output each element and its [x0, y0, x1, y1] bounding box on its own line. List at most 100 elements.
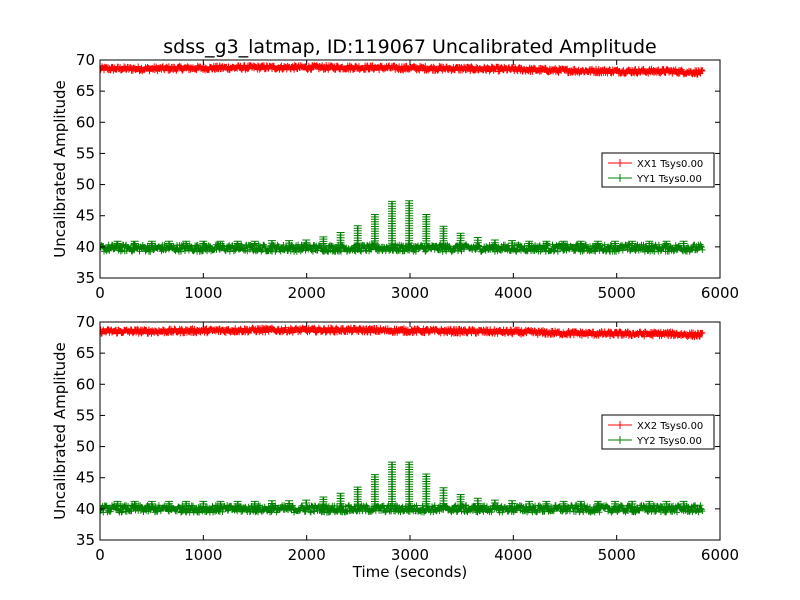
peak	[233, 500, 242, 510]
legend-label: XX2 Tsys0.00	[637, 421, 703, 432]
y-tick-label: 65	[76, 82, 95, 100]
y-axis-label: Uncalibrated Amplitude	[51, 342, 69, 519]
peak	[130, 500, 139, 510]
peak	[559, 500, 568, 510]
peak	[182, 240, 191, 249]
y-tick-label: 65	[76, 344, 95, 362]
peak	[508, 500, 517, 510]
peak	[679, 240, 688, 249]
peak	[405, 461, 414, 510]
peak	[113, 500, 122, 510]
peak	[576, 500, 585, 510]
peak	[405, 200, 414, 249]
peak	[302, 499, 311, 510]
y-tick-label: 70	[76, 313, 95, 331]
peak	[319, 236, 328, 249]
peak	[336, 492, 345, 510]
peak	[525, 500, 534, 510]
peak	[250, 240, 259, 249]
peak	[645, 500, 654, 510]
peak	[130, 240, 139, 249]
y-tick-label: 55	[76, 144, 95, 162]
peak	[456, 494, 465, 510]
y-axis-label: Uncalibrated Amplitude	[51, 80, 69, 257]
peak	[542, 240, 551, 249]
peak	[525, 240, 534, 249]
peak	[147, 240, 156, 249]
legend: XX2 Tsys0.00 YY2 Tsys0.00	[601, 414, 715, 450]
peak	[250, 500, 259, 510]
peak	[559, 240, 568, 249]
x-tick-label: 5000	[598, 546, 636, 564]
peak	[319, 496, 328, 510]
plot-area	[100, 62, 706, 255]
legend-label: YY1 Tsys0.00	[636, 174, 702, 185]
y-tick-label: 70	[76, 51, 95, 69]
series-1	[100, 324, 706, 341]
peak	[576, 240, 585, 249]
x-tick-label: 1000	[184, 284, 222, 302]
legend-entry: YY1 Tsys0.00	[608, 174, 702, 185]
peak	[370, 474, 379, 510]
peak	[456, 232, 465, 249]
series-1	[100, 62, 706, 78]
peak	[473, 237, 482, 249]
peak	[593, 240, 602, 249]
peak	[233, 240, 242, 249]
x-tick-label: 4000	[494, 546, 532, 564]
x-tick-label: 4000	[494, 284, 532, 302]
peak	[611, 500, 619, 510]
peak	[113, 240, 122, 249]
peak	[490, 239, 499, 249]
x-tick-label: 0	[95, 546, 105, 564]
y-tick-label: 45	[76, 469, 95, 487]
peak	[473, 497, 482, 510]
peak	[353, 225, 362, 249]
legend-label: XX1 Tsys0.00	[637, 159, 703, 170]
y-tick-label: 40	[76, 500, 95, 518]
peak	[216, 240, 225, 249]
peak	[199, 240, 208, 249]
peak	[182, 500, 191, 510]
x-tick-label: 2000	[288, 284, 326, 302]
peak	[285, 240, 294, 249]
y-tick-label: 35	[76, 531, 95, 549]
y-tick-label: 60	[76, 113, 95, 131]
peak	[165, 500, 173, 510]
peak	[662, 500, 671, 510]
peak	[439, 487, 448, 510]
y-tick-label: 60	[76, 375, 95, 393]
peak	[388, 461, 396, 510]
peak	[285, 500, 294, 510]
x-tick-label: 2000	[288, 546, 326, 564]
x-tick-label: 0	[95, 284, 105, 302]
series-markers	[100, 62, 706, 78]
peak	[267, 240, 276, 249]
peak	[422, 214, 431, 249]
peak	[302, 239, 311, 249]
peak	[679, 500, 688, 510]
series-markers	[100, 324, 706, 341]
series-2	[100, 461, 706, 516]
peak	[508, 240, 517, 249]
chart-title: sdss_g3_latmap, ID:119067 Uncalibrated A…	[163, 36, 657, 58]
legend-entry: YY2 Tsys0.00	[608, 436, 702, 447]
y-tick-label: 50	[76, 176, 95, 194]
plot-area	[100, 324, 706, 516]
peak	[267, 500, 276, 510]
peak	[628, 500, 637, 510]
peak	[439, 225, 448, 249]
y-tick-label: 35	[76, 269, 95, 287]
peak	[662, 240, 671, 249]
y-tick-label: 55	[76, 406, 95, 424]
x-tick-label: 6000	[701, 546, 739, 564]
peak	[542, 500, 551, 510]
peak	[336, 232, 345, 249]
legend-entry: XX2 Tsys0.00	[608, 421, 703, 432]
series-2	[100, 200, 706, 255]
y-tick-label: 45	[76, 207, 95, 225]
peak	[216, 500, 225, 510]
legend: XX1 Tsys0.00 YY1 Tsys0.00	[601, 152, 715, 188]
peak	[628, 240, 637, 249]
